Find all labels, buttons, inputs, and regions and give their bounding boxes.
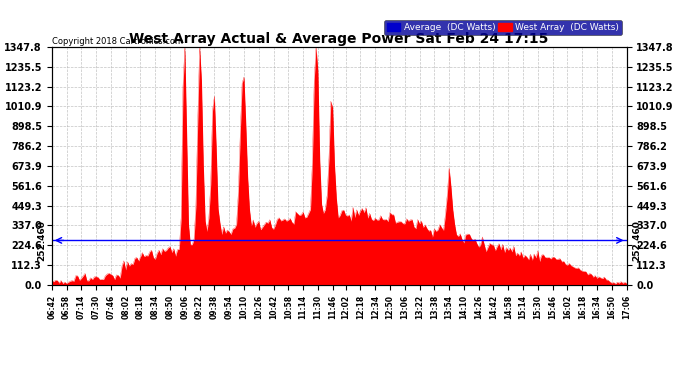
Text: Copyright 2018 Cartronics.com: Copyright 2018 Cartronics.com bbox=[52, 38, 183, 46]
Legend: Average  (DC Watts), West Array  (DC Watts): Average (DC Watts), West Array (DC Watts… bbox=[384, 20, 622, 35]
Text: 252.460: 252.460 bbox=[37, 220, 46, 261]
Title: West Array Actual & Average Power Sat Feb 24 17:15: West Array Actual & Average Power Sat Fe… bbox=[130, 32, 549, 46]
Text: 252.460: 252.460 bbox=[632, 220, 641, 261]
